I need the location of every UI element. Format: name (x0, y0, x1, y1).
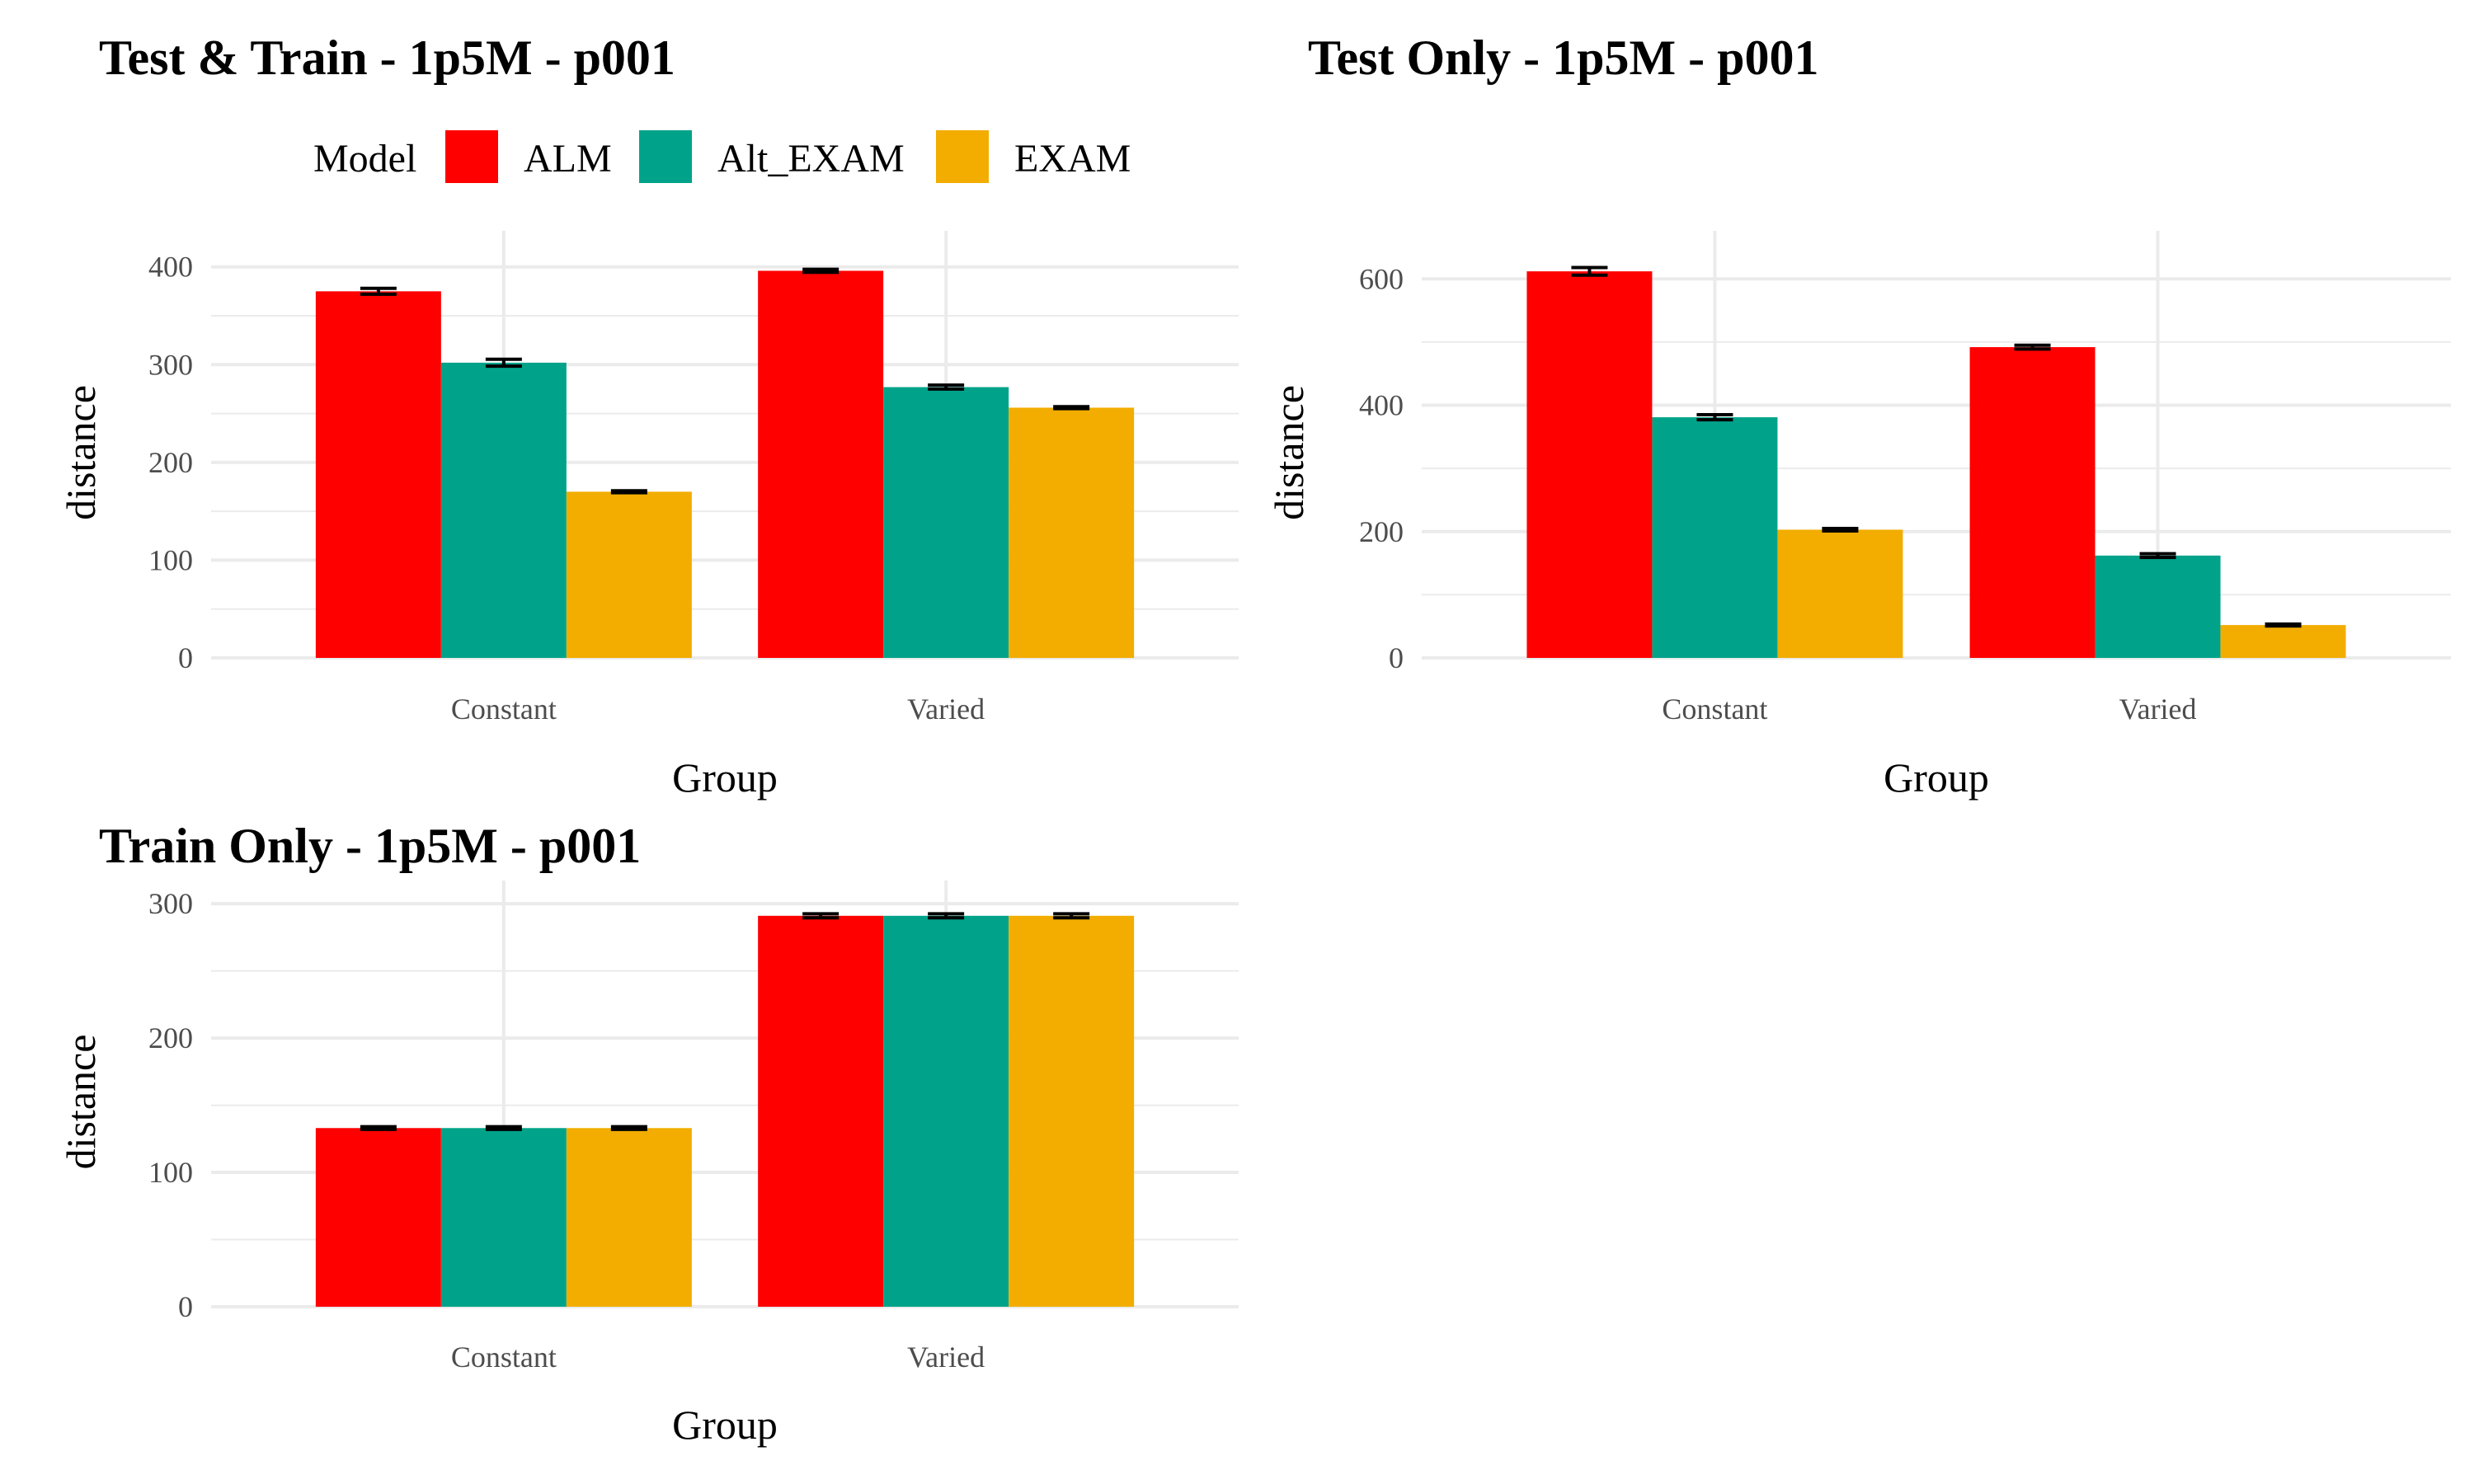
bar-exam-constant (566, 491, 692, 658)
y-axis-title: distance (1266, 385, 1312, 520)
error-bar (1053, 405, 1090, 411)
bar-exam-constant (566, 1128, 692, 1307)
error-bar (360, 286, 397, 296)
error-bar (928, 912, 965, 920)
error-bar (928, 383, 965, 391)
legend-label-alt-exam: Alt_EXAM (717, 137, 905, 181)
legend-label-alm: ALM (524, 137, 612, 181)
bar-alt-exam-constant (440, 362, 567, 658)
x-tick-label: Constant (1662, 693, 1767, 726)
y-tick-label: 200 (148, 1021, 193, 1054)
legend: Model ALM Alt_EXAM EXAM (313, 130, 1131, 183)
bar-alt-exam-constant (1652, 417, 1778, 658)
y-tick-label: 200 (1359, 515, 1404, 548)
y-tick-label: 0 (178, 641, 193, 674)
legend-swatch-alm (445, 130, 498, 183)
y-tick-label: 600 (1359, 262, 1404, 295)
chart-title: Test Only - 1p5M - p001 (1308, 31, 1819, 85)
chart-title: Test & Train - 1p5M - p001 (99, 31, 675, 85)
error-bar (485, 357, 522, 369)
bar-alm-varied (758, 270, 884, 658)
bar-alm-constant (315, 291, 441, 658)
error-bar (2265, 622, 2302, 628)
chart-panel-2: 0 200 400 600 Constant Varied Group distance Tes… (1266, 31, 2451, 801)
chart-title: Train Only - 1p5M - p001 (99, 819, 641, 873)
y-tick-label: 0 (1389, 641, 1404, 674)
legend-swatch-exam (936, 130, 989, 183)
legend-swatch-alt-exam (639, 130, 692, 183)
bar-alm-varied (1969, 347, 2095, 658)
y-tick-label: 300 (148, 348, 193, 381)
legend-label-exam: EXAM (1014, 137, 1131, 181)
x-tick-label: Constant (451, 1341, 557, 1374)
y-tick-label: 0 (178, 1290, 193, 1323)
error-bar (2014, 343, 2051, 351)
bar-exam-varied (1009, 407, 1135, 658)
legend-title: Model (313, 137, 416, 181)
bar-alt-exam-constant (440, 1128, 567, 1307)
error-bar (360, 1125, 397, 1131)
y-axis-title: distance (58, 1035, 104, 1170)
error-bar (802, 912, 840, 920)
bar-alm-varied (758, 915, 884, 1307)
y-tick-label: 400 (1359, 389, 1404, 422)
error-bar (610, 1125, 647, 1131)
bar-exam-varied (2220, 625, 2346, 658)
bar-exam-constant (1777, 529, 1903, 658)
x-axis-title: Group (672, 1402, 778, 1448)
bar-alm-constant (1526, 271, 1653, 658)
error-bar (1696, 413, 1733, 422)
y-tick-label: 400 (148, 251, 193, 284)
y-tick-label: 100 (148, 543, 193, 576)
y-tick-label: 200 (148, 446, 193, 479)
x-tick-label: Constant (451, 693, 557, 726)
error-bar (485, 1125, 522, 1131)
bar-alm-constant (315, 1128, 441, 1307)
error-bar (802, 267, 840, 275)
error-bar (1571, 265, 1608, 277)
chart-panel-3: 0 100 200 300 Constant Varied Group distance Tra… (58, 819, 1239, 1448)
x-tick-label: Varied (907, 693, 985, 726)
bar-alt-exam-varied (883, 387, 1009, 658)
x-tick-label: Varied (907, 1341, 985, 1374)
error-bar (1822, 526, 1859, 533)
bar-exam-varied (1009, 915, 1135, 1307)
y-axis-title: distance (58, 385, 104, 520)
y-tick-label: 100 (148, 1156, 193, 1189)
error-bar (2139, 552, 2176, 560)
x-tick-label: Varied (2119, 693, 2197, 726)
y-tick-label: 300 (148, 887, 193, 920)
x-axis-title: Group (672, 754, 778, 801)
error-bar (1053, 912, 1090, 920)
error-bar (610, 489, 647, 495)
x-axis-title: Group (1884, 754, 1989, 801)
bar-alt-exam-varied (883, 915, 1009, 1307)
chart-panel-1: 0 100 200 300 400 Constant Varied Group distance… (58, 31, 1239, 801)
bar-alt-exam-varied (2095, 555, 2221, 658)
